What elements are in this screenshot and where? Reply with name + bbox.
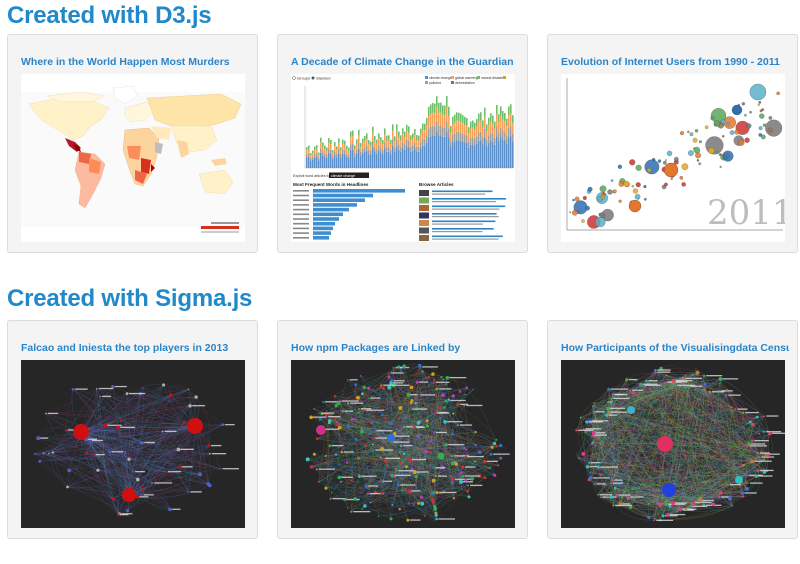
svg-text:natural disaster: natural disaster xyxy=(481,76,505,80)
preview-football-graph[interactable] xyxy=(21,360,245,528)
svg-text:deforestation: deforestation xyxy=(455,81,475,85)
svg-text:Explicit word articles for: Explicit word articles for xyxy=(293,174,332,178)
svg-text:Most Frequent Words in Headlin: Most Frequent Words in Headlines xyxy=(293,182,369,187)
card-npm-network[interactable]: How npm Packages are Linked by xyxy=(277,320,528,539)
card-internet-users[interactable]: Evolution of Internet Users from 1990 - … xyxy=(547,34,798,253)
svg-text:polluted: polluted xyxy=(429,81,441,85)
legend-stacked: Stacked xyxy=(316,76,330,81)
card-title[interactable]: How npm Packages are Linked by xyxy=(291,342,461,354)
svg-text:climate change: climate change xyxy=(331,174,355,178)
card-census-network[interactable]: How Participants of the Visualisingdata … xyxy=(547,320,798,539)
card-football-network[interactable]: Falcao and Iniesta the top players in 20… xyxy=(7,320,258,539)
preview-census-graph[interactable] xyxy=(561,360,785,528)
preview-climate-dashboard[interactable]: Groups Stacked climate change global war… xyxy=(291,74,515,242)
svg-text:climate change: climate change xyxy=(429,76,452,80)
svg-text:Browse Articles: Browse Articles xyxy=(419,182,454,187)
card-title[interactable]: Evolution of Internet Users from 1990 - … xyxy=(561,56,780,68)
card-title[interactable]: How Participants of the Visualisingdata … xyxy=(561,342,789,354)
preview-bubble-chart[interactable]: 2011 xyxy=(561,74,785,242)
card-climate-guardian[interactable]: A Decade of Climate Change in the Guardi… xyxy=(277,34,528,253)
section-title-sigma: Created with Sigma.js xyxy=(7,285,253,312)
card-title[interactable]: Where in the World Happen Most Murders xyxy=(21,56,230,68)
preview-npm-graph[interactable] xyxy=(291,360,515,528)
svg-text:global warming: global warming xyxy=(455,76,478,80)
card-title[interactable]: Falcao and Iniesta the top players in 20… xyxy=(21,342,229,354)
card-title[interactable]: A Decade of Climate Change in the Guardi… xyxy=(291,56,514,68)
year-label: 2011 xyxy=(707,193,785,233)
legend-groups: Groups xyxy=(297,76,310,81)
section-title-d3: Created with D3.js xyxy=(7,2,212,29)
preview-world-map[interactable] xyxy=(21,74,245,242)
card-murders-map[interactable]: Where in the World Happen Most Murders xyxy=(7,34,258,253)
